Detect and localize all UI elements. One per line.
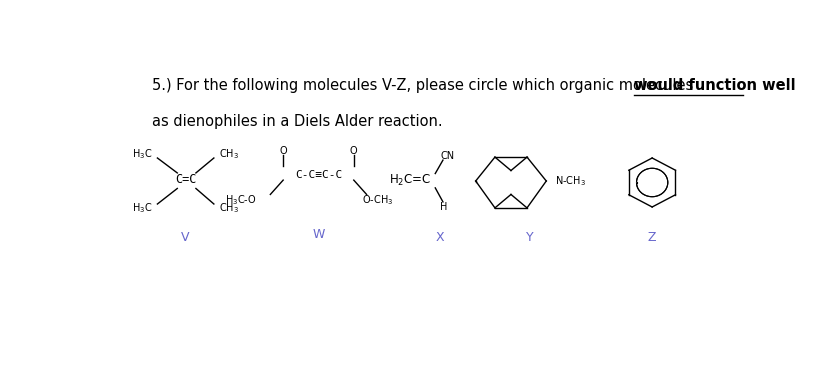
Text: Y: Y [526, 231, 533, 244]
Text: H$_2$C=C: H$_2$C=C [388, 173, 430, 188]
Text: O: O [279, 146, 287, 156]
Text: X: X [436, 231, 444, 244]
Text: 5.) For the following molecules V-Z, please circle which organic molecules: 5.) For the following molecules V-Z, ple… [151, 78, 696, 93]
Text: H$_3$C: H$_3$C [131, 147, 152, 161]
Text: CH$_3$: CH$_3$ [218, 147, 239, 161]
Text: H$_3$C-O: H$_3$C-O [225, 193, 256, 207]
Text: V: V [181, 231, 189, 244]
Text: H: H [440, 202, 447, 212]
Text: as dienophiles in a Diels Alder reaction.: as dienophiles in a Diels Alder reaction… [151, 114, 442, 129]
Text: N-CH$_3$: N-CH$_3$ [554, 174, 585, 188]
Text: Z: Z [647, 231, 656, 244]
Text: C=C: C=C [174, 173, 196, 186]
Text: C-C≡C-C: C-C≡C-C [294, 170, 342, 180]
Text: CN: CN [440, 151, 454, 161]
Text: H$_3$C: H$_3$C [131, 201, 152, 215]
Text: W: W [312, 228, 324, 241]
Text: CH$_3$: CH$_3$ [218, 201, 239, 215]
Text: O-CH$_3$: O-CH$_3$ [361, 193, 393, 207]
Text: would function well: would function well [633, 78, 794, 93]
Text: O: O [350, 146, 357, 156]
